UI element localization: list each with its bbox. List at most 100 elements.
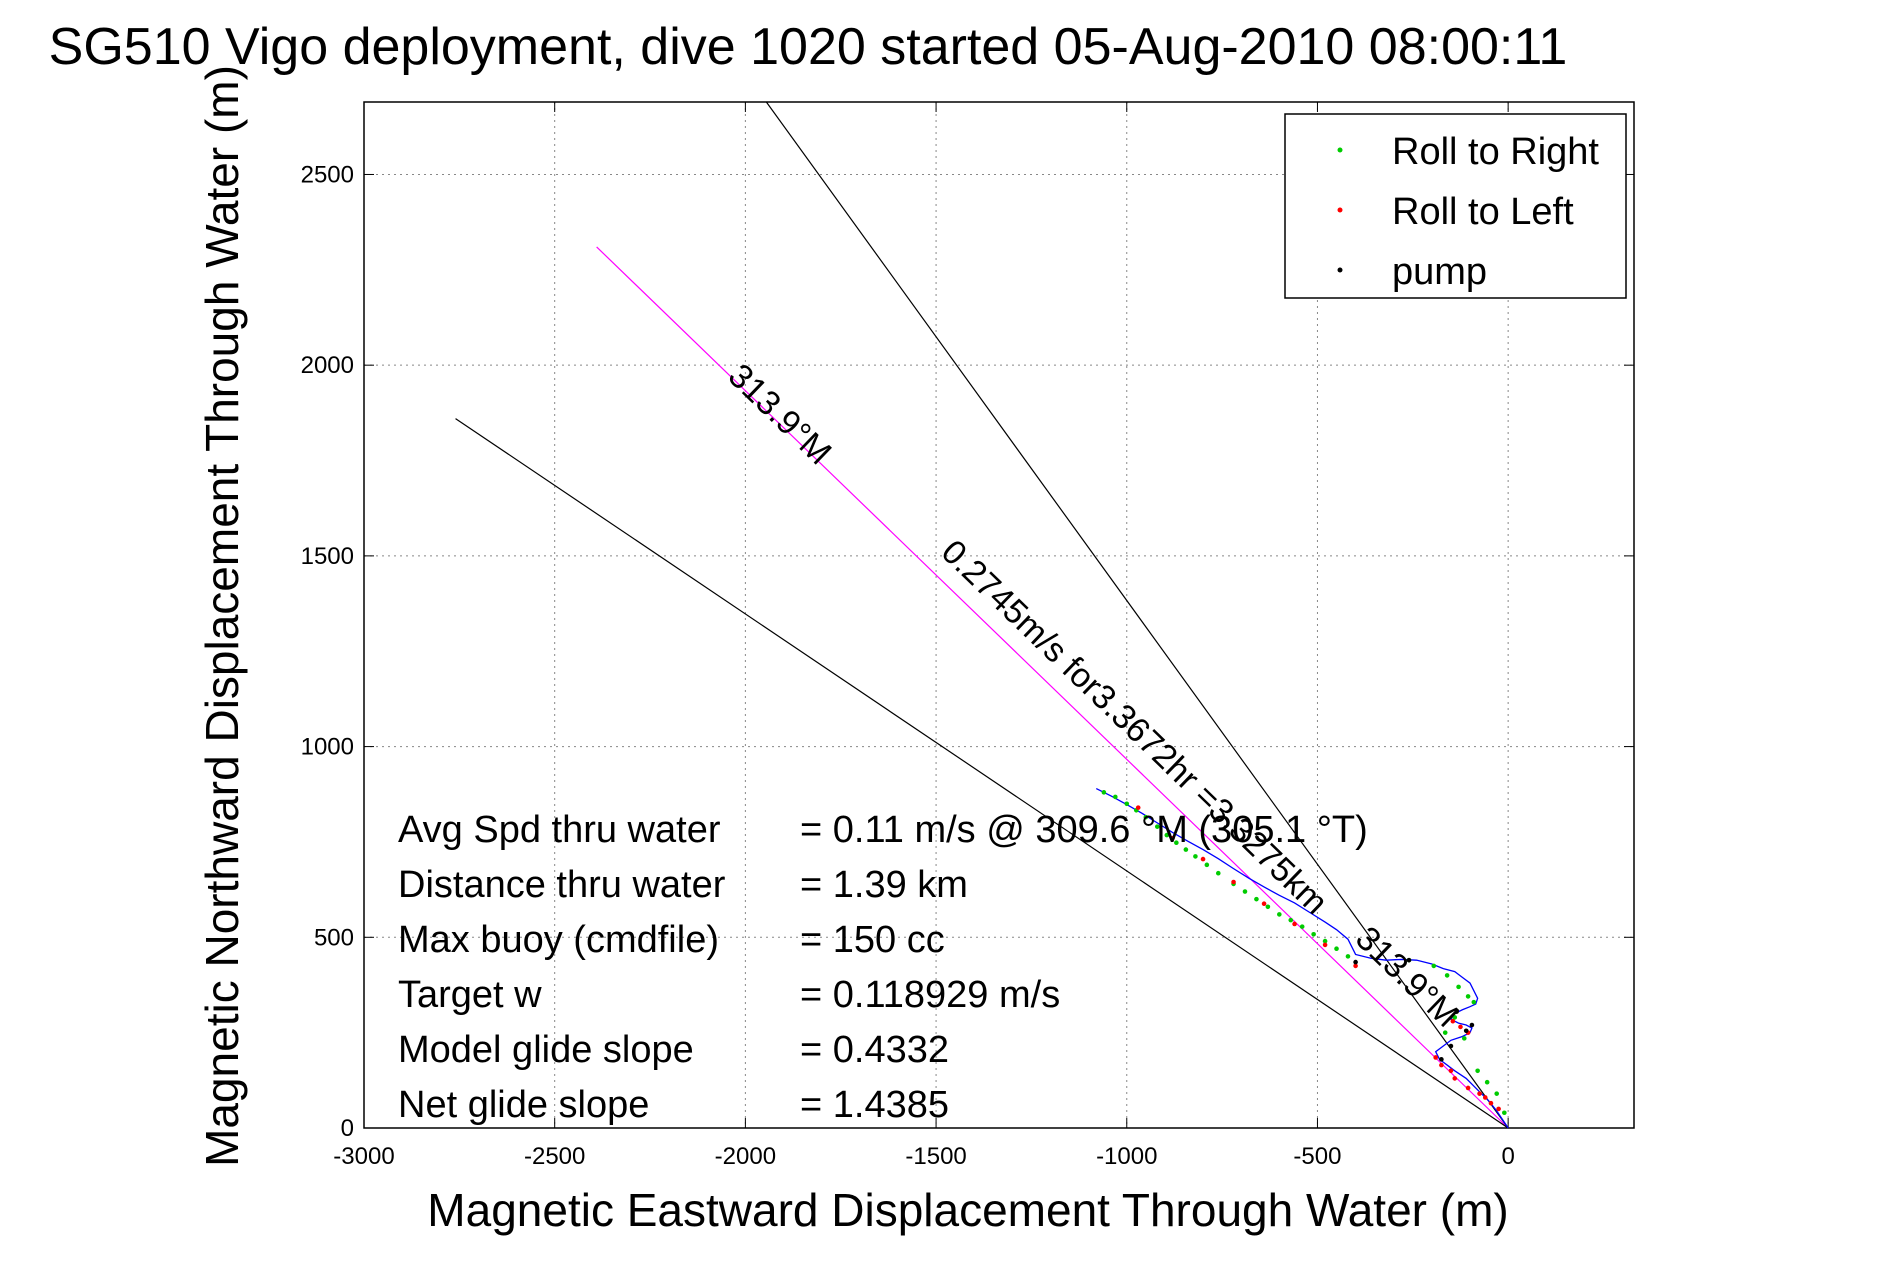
x-axis-label: Magnetic Eastward Displacement Through W… [427, 1184, 1508, 1236]
point-roll-to-right [1456, 984, 1461, 990]
point-roll-to-left [1496, 1106, 1501, 1112]
points-group [1101, 790, 1507, 1116]
point-pump [1469, 1022, 1475, 1028]
point-roll-to-right [1311, 931, 1316, 937]
point-roll-to-right [1299, 924, 1305, 929]
legend-items: Roll to Right Roll to Left pump [1337, 131, 1599, 293]
point-roll-to-left [1477, 1091, 1482, 1096]
point-roll-to-right [1174, 840, 1179, 846]
y-axis-label: Magnetic Northward Displacement Through … [196, 65, 248, 1167]
stat-value: = 0.4332 [800, 1029, 949, 1071]
point-roll-to-right [1475, 1068, 1480, 1074]
point-roll-to-right [1502, 1110, 1507, 1116]
stat-value: = 0.118929 m/s [800, 974, 1060, 1016]
point-roll-to-right [1204, 862, 1210, 868]
point-roll-to-left [1452, 1076, 1458, 1081]
line-label: 313.9°M [721, 357, 839, 473]
point-roll-to-right [1183, 847, 1189, 852]
point-roll-to-left [1488, 1100, 1494, 1106]
y-tick-label: 2000 [301, 352, 354, 379]
point-pump [1454, 1009, 1459, 1014]
y-tick-label: 1500 [301, 543, 354, 570]
point-roll-to-right [1334, 946, 1339, 952]
point-roll-to-left [1448, 1068, 1454, 1074]
point-pump [1448, 1043, 1454, 1049]
point-roll-to-right [1124, 801, 1130, 807]
point-roll-to-right [1461, 1036, 1467, 1041]
point-roll-to-right [1242, 889, 1248, 894]
point-roll-to-right [1465, 994, 1471, 999]
x-tick-label: -3000 [333, 1143, 394, 1170]
point-roll-to-right [1113, 794, 1118, 800]
stats-annotations: Avg Spd thru water = 0.11 m/s @ 309.6 °M … [398, 809, 1368, 1126]
point-roll-to-right [1277, 912, 1282, 917]
stat-label: Avg Spd thru water [398, 809, 721, 851]
point-roll-to-right [1254, 896, 1259, 902]
line-label: 0.2745m/s for3.3672hr =3.3275km [934, 533, 1335, 922]
legend: Roll to Right Roll to Left pump [1284, 113, 1627, 299]
stat-label: Max buoy (cmdfile) [398, 919, 719, 961]
y-tick-label: 0 [341, 1115, 354, 1142]
x-tick-label: 0 [1501, 1143, 1514, 1170]
point-roll-to-left [1135, 805, 1141, 810]
point-roll-to-right [1143, 814, 1149, 820]
point-roll-to-right [1431, 963, 1437, 969]
point-roll-to-left [1292, 921, 1297, 927]
stat-value: = 0.11 m/s @ 309.6 °M (305.1 °T) [800, 809, 1368, 851]
legend-marker [1337, 207, 1343, 213]
stat-label: Model glide slope [398, 1029, 694, 1071]
stat-label: Target w [398, 974, 542, 1016]
legend-box [1284, 113, 1627, 299]
legend-label: pump [1392, 251, 1487, 293]
reference-line [765, 101, 1509, 1129]
plot-area [363, 101, 1635, 1129]
point-roll-to-left [1231, 879, 1236, 885]
x-tick-label: -2500 [524, 1143, 585, 1170]
point-roll-to-right [1101, 790, 1107, 795]
stat-label: Net glide slope [398, 1084, 649, 1126]
x-tick-label: -500 [1293, 1143, 1341, 1170]
point-roll-to-left [1450, 1018, 1456, 1024]
point-roll-to-left [1439, 1062, 1444, 1068]
x-tick-label: -1000 [1096, 1143, 1157, 1170]
point-roll-to-right [1265, 904, 1271, 910]
x-tick-label: -2000 [715, 1143, 776, 1170]
point-roll-to-left [1353, 963, 1358, 969]
chart-title: SG510 Vigo deployment, dive 1020 started… [49, 18, 1568, 76]
reference-lines [455, 101, 1509, 1129]
point-roll-to-left [1170, 835, 1175, 841]
point-roll-to-right [1193, 854, 1198, 859]
point-pump [1406, 957, 1412, 963]
point-pump [1463, 1028, 1469, 1034]
point-roll-to-right [1484, 1079, 1490, 1085]
point-roll-to-right [1452, 1015, 1458, 1020]
point-roll-to-left [1200, 856, 1206, 862]
point-roll-to-right [1471, 999, 1477, 1005]
point-pump [1439, 1057, 1444, 1062]
point-pump [1353, 959, 1358, 965]
legend-marker [1337, 147, 1343, 153]
axis-ticks: -3000 -2500 -2000 -1500 -1000 -500 0 0 500 1000 15… [301, 102, 1634, 1170]
stat-value: = 1.4385 [800, 1084, 949, 1126]
reference-line [455, 418, 1509, 1129]
point-roll-to-right [1494, 1091, 1500, 1096]
legend-label: Roll to Right [1392, 131, 1599, 173]
legend-label: Roll to Left [1392, 191, 1574, 233]
point-roll-to-left [1322, 942, 1328, 948]
stat-label: Distance thru water [398, 864, 726, 906]
point-roll-to-right [1164, 832, 1170, 838]
reference-line [596, 246, 1509, 1129]
x-tick-label: -1500 [905, 1143, 966, 1170]
point-roll-to-right [1444, 973, 1450, 978]
point-roll-to-left [1465, 1085, 1471, 1091]
point-roll-to-left [1458, 1024, 1463, 1030]
y-tick-label: 1000 [301, 734, 354, 761]
point-roll-to-right [1288, 917, 1294, 923]
y-tick-label: 2500 [301, 161, 354, 188]
point-roll-to-right [1442, 1030, 1448, 1035]
point-roll-to-right [1215, 870, 1221, 876]
point-roll-to-right [1345, 954, 1351, 959]
point-roll-to-left [1482, 1095, 1488, 1100]
y-tick-label: 500 [314, 924, 354, 951]
